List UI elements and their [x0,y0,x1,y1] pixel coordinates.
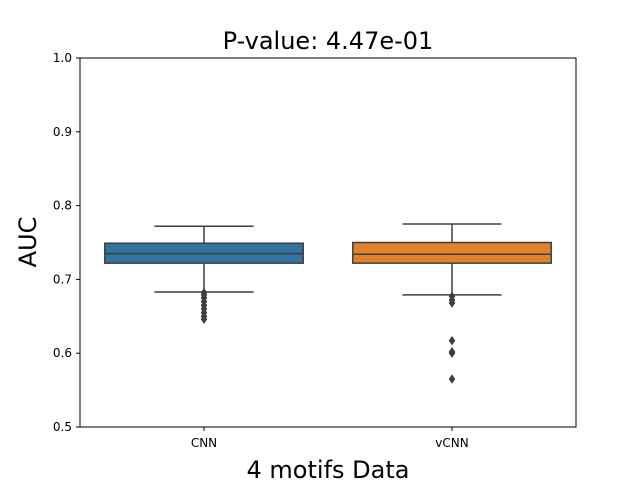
outlier-point [200,314,208,324]
outlier-point [448,335,456,346]
y-tick-label: 0.5 [53,420,72,434]
box-vcnn [352,223,552,384]
outlier-point [448,298,456,308]
outlier-point [448,348,456,358]
y-tick-label: 0.8 [53,199,72,213]
plot-frame [79,57,577,428]
chart-title: P-value: 4.47e-01 [223,27,434,55]
y-tick-label: 0.9 [53,125,72,139]
x-tick-label: vCNN [435,436,468,450]
axes: 0.5 0.6 0.7 0.8 0.9 1.0 CNN vCNN [53,51,577,450]
y-tick-label: 0.7 [53,272,72,286]
outlier-point [448,374,456,384]
iqr-box [352,241,552,264]
y-tick-label: 0.6 [53,346,72,360]
y-tick-label: 1.0 [53,51,72,65]
box-cnn [104,225,304,324]
plot-area [104,223,552,384]
y-axis-label: AUC [14,217,42,268]
x-tick-label: CNN [191,436,217,450]
x-axis-label: 4 motifs Data [247,456,410,480]
